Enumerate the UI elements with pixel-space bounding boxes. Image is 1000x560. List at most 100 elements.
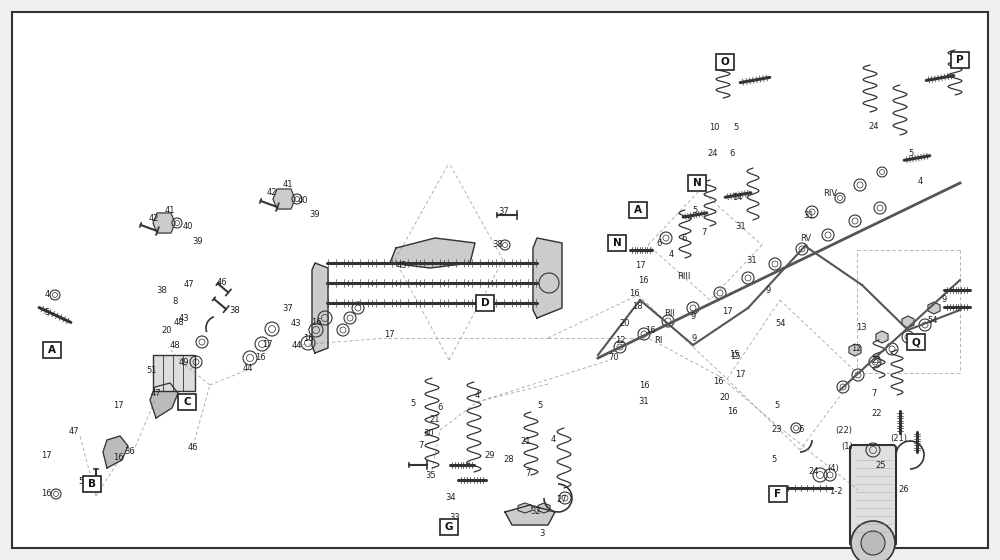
Text: 8: 8 (172, 296, 178, 306)
Text: 20: 20 (620, 319, 630, 328)
Text: 35: 35 (426, 470, 436, 479)
Text: 17: 17 (735, 370, 745, 379)
Text: 16: 16 (629, 288, 639, 297)
Text: 9: 9 (765, 286, 771, 295)
Text: 41: 41 (165, 206, 175, 214)
Text: 38: 38 (157, 286, 167, 295)
Polygon shape (150, 383, 178, 418)
Text: 25: 25 (876, 461, 886, 470)
Text: 15: 15 (730, 352, 740, 361)
Text: F: F (774, 489, 782, 499)
Text: 48: 48 (174, 318, 184, 326)
Polygon shape (273, 189, 295, 209)
Polygon shape (153, 213, 175, 233)
Text: 4: 4 (770, 491, 776, 500)
Text: 16: 16 (727, 407, 737, 416)
Text: D: D (481, 298, 489, 308)
FancyBboxPatch shape (688, 175, 706, 191)
Text: 7: 7 (871, 390, 877, 399)
Text: 24: 24 (869, 122, 879, 130)
Text: 36: 36 (125, 446, 135, 455)
FancyBboxPatch shape (769, 486, 787, 502)
Text: 14: 14 (732, 193, 742, 202)
Text: B: B (88, 479, 96, 489)
Text: 38: 38 (493, 240, 503, 249)
Text: 4: 4 (668, 250, 674, 259)
Text: RIII: RIII (677, 272, 691, 281)
Text: 16: 16 (645, 325, 655, 334)
Text: 46: 46 (217, 278, 227, 287)
Text: 37: 37 (499, 207, 509, 216)
Polygon shape (518, 503, 532, 513)
Text: 7: 7 (418, 441, 424, 450)
Text: 31: 31 (804, 211, 814, 220)
FancyBboxPatch shape (178, 394, 196, 410)
Polygon shape (103, 436, 128, 468)
Text: 16: 16 (638, 276, 648, 284)
Text: 3: 3 (539, 530, 545, 539)
Text: 49: 49 (179, 357, 189, 366)
FancyBboxPatch shape (153, 355, 195, 391)
Text: 24: 24 (809, 468, 819, 477)
Text: 7: 7 (701, 227, 707, 236)
Polygon shape (849, 344, 861, 356)
Text: 42: 42 (149, 213, 159, 222)
Text: 45: 45 (397, 260, 407, 269)
Text: A: A (48, 345, 56, 355)
Text: 20: 20 (162, 325, 172, 334)
Text: (21): (21) (891, 435, 908, 444)
Text: G: G (445, 522, 453, 532)
Text: 34: 34 (446, 492, 456, 502)
Circle shape (851, 521, 895, 560)
Text: 5: 5 (410, 399, 416, 408)
FancyBboxPatch shape (907, 334, 925, 350)
Text: 21: 21 (430, 416, 440, 424)
Polygon shape (538, 503, 550, 513)
Text: 32: 32 (531, 506, 541, 516)
Text: 16: 16 (113, 454, 123, 463)
FancyBboxPatch shape (12, 12, 988, 548)
Text: 16: 16 (713, 376, 723, 385)
Text: 12: 12 (615, 335, 625, 344)
Text: 21: 21 (521, 436, 531, 446)
Text: 9: 9 (941, 295, 947, 304)
Text: 17: 17 (113, 402, 123, 410)
Text: O: O (721, 57, 729, 67)
Text: 28: 28 (504, 455, 514, 464)
Text: 47: 47 (69, 427, 79, 436)
Text: 5: 5 (733, 123, 739, 132)
Text: 6: 6 (681, 234, 687, 242)
Text: 6: 6 (437, 404, 443, 413)
Text: 5: 5 (908, 148, 914, 157)
Text: 16: 16 (255, 352, 265, 362)
Text: 48: 48 (170, 340, 180, 349)
Text: 4: 4 (550, 436, 556, 445)
Text: 47: 47 (184, 279, 194, 288)
Text: 4: 4 (917, 176, 923, 185)
Text: 30: 30 (424, 428, 434, 437)
Text: 27: 27 (557, 494, 567, 503)
Text: 9: 9 (690, 311, 696, 320)
Text: 40: 40 (183, 222, 193, 231)
Text: 20: 20 (720, 394, 730, 403)
FancyBboxPatch shape (951, 52, 969, 68)
Text: P: P (956, 55, 964, 65)
Polygon shape (533, 238, 562, 318)
Text: 43: 43 (291, 319, 301, 328)
Text: RII: RII (665, 309, 675, 318)
Text: C: C (183, 397, 191, 407)
Text: 6: 6 (729, 148, 735, 157)
Text: 51: 51 (147, 366, 157, 375)
Text: 6: 6 (656, 239, 662, 248)
Text: 22: 22 (872, 408, 882, 418)
Text: RV: RV (800, 234, 812, 242)
Text: 13: 13 (856, 323, 866, 332)
Text: 44: 44 (243, 363, 253, 372)
Text: 15: 15 (729, 349, 739, 358)
Text: 5: 5 (692, 206, 698, 214)
Text: 10: 10 (709, 123, 719, 132)
Text: 39: 39 (310, 209, 320, 218)
Text: A: A (634, 205, 642, 215)
Polygon shape (390, 238, 475, 268)
Text: 16: 16 (41, 488, 51, 497)
